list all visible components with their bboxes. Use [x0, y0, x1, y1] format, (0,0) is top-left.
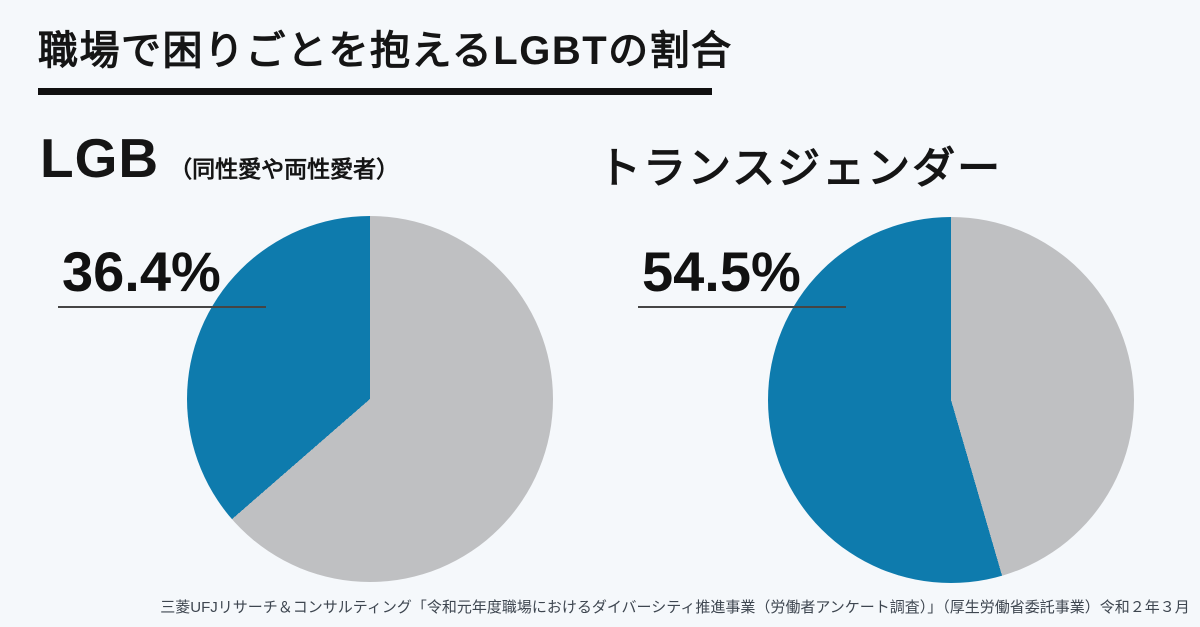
lgb-label: LGB — [40, 127, 160, 189]
lgb-percentage-block: 36.4% — [58, 244, 266, 308]
page-title: 職場で困りごとを抱えるLGBTの割合 — [38, 29, 733, 73]
transgender-percentage-label: 54.5% — [642, 240, 801, 303]
title-underline-rule — [38, 88, 712, 95]
source-citation: 三菱UFJリサーチ＆コンサルティング「令和元年度職場におけるダイバーシティ推進事… — [160, 599, 1190, 616]
pie-chart-lgb — [187, 216, 553, 582]
transgender-label: トランスジェンダー — [598, 145, 1003, 193]
lgb-percentage-label: 36.4% — [62, 240, 221, 303]
transgender-group-label: トランスジェンダー — [598, 134, 1002, 196]
lgb-sublabel: （同性愛や両性愛者） — [169, 156, 400, 182]
pie-chart-transgender — [768, 217, 1134, 583]
lgb-group-label: LGB （同性愛や両性愛者） — [40, 126, 399, 190]
transgender-percentage-block: 54.5% — [638, 244, 846, 308]
